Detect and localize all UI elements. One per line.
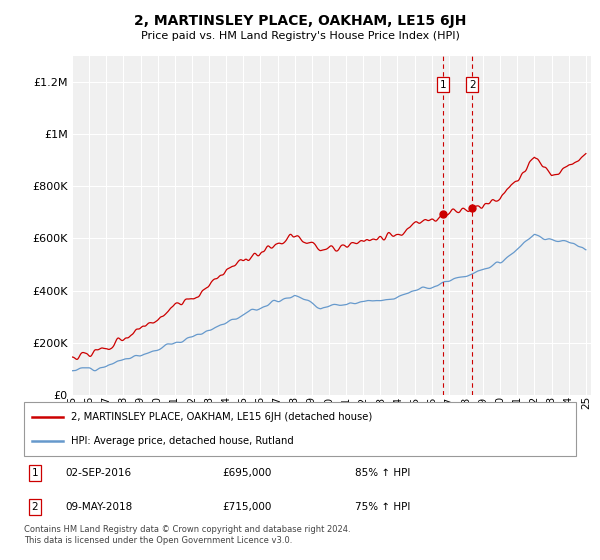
Text: £715,000: £715,000 (223, 502, 272, 512)
Text: Price paid vs. HM Land Registry's House Price Index (HPI): Price paid vs. HM Land Registry's House … (140, 31, 460, 41)
Text: Contains HM Land Registry data © Crown copyright and database right 2024.
This d: Contains HM Land Registry data © Crown c… (24, 525, 350, 545)
Text: 2: 2 (32, 502, 38, 512)
FancyBboxPatch shape (24, 402, 576, 456)
Text: 75% ↑ HPI: 75% ↑ HPI (355, 502, 410, 512)
Text: 2, MARTINSLEY PLACE, OAKHAM, LE15 6JH: 2, MARTINSLEY PLACE, OAKHAM, LE15 6JH (134, 14, 466, 28)
Text: 2: 2 (469, 80, 476, 90)
Text: HPI: Average price, detached house, Rutland: HPI: Average price, detached house, Rutl… (71, 436, 293, 446)
Text: 09-MAY-2018: 09-MAY-2018 (65, 502, 133, 512)
Text: 02-SEP-2016: 02-SEP-2016 (65, 468, 131, 478)
Text: 2, MARTINSLEY PLACE, OAKHAM, LE15 6JH (detached house): 2, MARTINSLEY PLACE, OAKHAM, LE15 6JH (d… (71, 412, 372, 422)
Text: 1: 1 (440, 80, 446, 90)
Text: 1: 1 (32, 468, 38, 478)
Text: 85% ↑ HPI: 85% ↑ HPI (355, 468, 410, 478)
Text: £695,000: £695,000 (223, 468, 272, 478)
